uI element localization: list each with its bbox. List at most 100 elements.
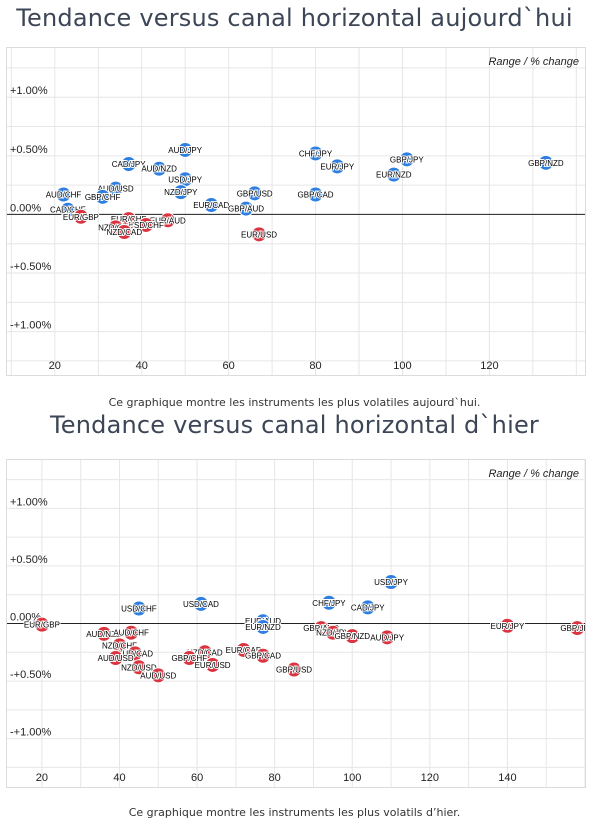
point-marker[interactable] bbox=[238, 200, 255, 217]
data-point-gbp-cad[interactable]: GBP/CAD bbox=[297, 186, 335, 203]
point-marker[interactable] bbox=[255, 618, 272, 635]
point-marker[interactable] bbox=[383, 574, 400, 591]
point-marker[interactable] bbox=[123, 624, 140, 641]
data-point-aud-usd[interactable]: AUD/USD bbox=[97, 180, 135, 197]
data-point-cad-jpy[interactable]: CAD/JPY bbox=[111, 156, 147, 173]
data-point-gbp-chf[interactable]: GBP/CHF bbox=[84, 188, 121, 205]
point-marker[interactable] bbox=[120, 156, 137, 173]
point-marker[interactable] bbox=[107, 650, 124, 667]
data-point-gbp-aud[interactable]: GBP/AUD bbox=[227, 200, 265, 217]
data-point-usd-jpy[interactable]: USD/JPY bbox=[373, 574, 410, 591]
point-marker[interactable] bbox=[251, 226, 268, 243]
data-point-eur-aud[interactable]: EUR/AUD bbox=[149, 212, 187, 229]
point-marker[interactable] bbox=[196, 644, 213, 661]
data-point-eur-nzd[interactable]: EUR/NZD bbox=[375, 166, 413, 183]
data-point-eur-jpy[interactable]: EUR/JPY bbox=[319, 158, 356, 175]
data-point-aud-usd[interactable]: AUD/USD bbox=[139, 667, 178, 684]
data-point-aud-jpy[interactable]: AUD/JPY bbox=[167, 141, 204, 158]
data-point-gbp-jpy[interactable]: GBP/JPY bbox=[559, 620, 589, 637]
point-marker[interactable] bbox=[130, 659, 147, 676]
x-tick-label: 100 bbox=[393, 360, 411, 372]
point-marker[interactable] bbox=[116, 224, 133, 241]
data-point-nzd-cad[interactable]: NZD/CAD bbox=[106, 224, 143, 241]
data-point-eur-gbp[interactable]: EUR/GBP bbox=[23, 616, 61, 633]
point-marker[interactable] bbox=[192, 595, 209, 612]
data-point-chf-jpy[interactable]: CHF/JPY bbox=[298, 145, 334, 162]
point-marker[interactable] bbox=[235, 641, 252, 658]
data-point-aud-nzd[interactable]: AUD/NZD bbox=[85, 625, 123, 642]
point-marker[interactable] bbox=[286, 661, 303, 678]
data-point-nzd-chf[interactable]: NZD/CHF bbox=[101, 637, 138, 654]
data-point-gbp-nzd[interactable]: GBP/NZD bbox=[333, 628, 371, 645]
point-marker[interactable] bbox=[107, 180, 124, 197]
data-point-usd-cad[interactable]: USD/CAD bbox=[182, 595, 220, 612]
data-point-eur-cad[interactable]: EUR/CAD bbox=[225, 641, 263, 658]
point-marker[interactable] bbox=[379, 629, 396, 646]
data-point-nzd-cad[interactable]: NZD/CAD bbox=[186, 644, 224, 661]
data-point-eur-cad[interactable]: EUR/CAD bbox=[192, 197, 230, 214]
point-marker[interactable] bbox=[246, 185, 263, 202]
point-marker[interactable] bbox=[94, 188, 111, 205]
point-label: NZD/JPY bbox=[164, 188, 198, 197]
data-point-gbp-usd[interactable]: GBP/USD bbox=[275, 661, 313, 678]
point-marker[interactable] bbox=[385, 166, 402, 183]
data-point-eur-chf[interactable]: EUR/CHF bbox=[110, 211, 148, 228]
data-point-usd-chf[interactable]: USD/CHF bbox=[120, 600, 158, 617]
data-point-cad-jpy[interactable]: CAD/JPY bbox=[350, 599, 386, 616]
data-point-eur-nzd[interactable]: EUR/NZD bbox=[244, 618, 282, 635]
point-marker[interactable] bbox=[151, 160, 168, 177]
data-point-aud-nzd[interactable]: AUD/NZD bbox=[140, 160, 178, 177]
point-marker[interactable] bbox=[359, 599, 376, 616]
point-label: CAD/CHF bbox=[50, 206, 86, 215]
point-marker[interactable] bbox=[172, 184, 189, 201]
data-point-aud-cad[interactable]: AUD/CAD bbox=[116, 645, 154, 662]
data-point-aud-jpy[interactable]: AUD/JPY bbox=[369, 629, 406, 646]
point-marker[interactable] bbox=[130, 600, 147, 617]
point-label: GBP/CHF bbox=[85, 193, 121, 202]
point-marker[interactable] bbox=[138, 216, 155, 233]
point-marker[interactable] bbox=[55, 186, 72, 203]
point-marker[interactable] bbox=[255, 647, 272, 664]
point-marker[interactable] bbox=[59, 201, 76, 218]
data-point-nzd-jpy[interactable]: NZD/JPY bbox=[315, 624, 351, 641]
data-point-eur-usd[interactable]: EUR/USD bbox=[240, 226, 278, 243]
data-point-gbp-jpy[interactable]: GBP/JPY bbox=[389, 151, 425, 168]
point-marker[interactable] bbox=[150, 667, 167, 684]
data-point-chf-jpy[interactable]: CHF/JPY bbox=[311, 594, 347, 611]
point-marker[interactable] bbox=[95, 625, 112, 642]
point-marker[interactable] bbox=[72, 208, 89, 225]
point-marker[interactable] bbox=[204, 656, 221, 673]
point-label: CAD/JPY bbox=[351, 603, 385, 612]
data-point-eur-usd[interactable]: EUR/USD bbox=[194, 656, 232, 673]
data-point-aud-usd[interactable]: AUD/USD bbox=[97, 650, 135, 667]
data-point-nzd-jpy[interactable]: NZD/JPY bbox=[163, 184, 199, 201]
point-marker[interactable] bbox=[307, 186, 324, 203]
point-marker[interactable] bbox=[499, 617, 516, 634]
point-marker[interactable] bbox=[33, 616, 50, 633]
data-point-aud-chf[interactable]: AUD/CHF bbox=[112, 624, 150, 641]
point-marker[interactable] bbox=[320, 594, 337, 611]
data-point-eur-jpy[interactable]: EUR/JPY bbox=[490, 617, 526, 634]
point-marker[interactable] bbox=[398, 151, 415, 168]
data-point-usd-chf[interactable]: USD/CHF bbox=[127, 216, 165, 233]
point-marker[interactable] bbox=[203, 197, 220, 214]
data-point-cad-chf[interactable]: CAD/CHF bbox=[49, 201, 87, 218]
point-marker[interactable] bbox=[537, 154, 554, 171]
point-marker[interactable] bbox=[177, 141, 194, 158]
data-point-aud-chf[interactable]: AUD/CHF bbox=[45, 186, 82, 203]
data-point-gbp-chf[interactable]: GBP/CHF bbox=[171, 650, 208, 667]
data-point-nzd-usd[interactable]: NZD/USD bbox=[120, 659, 158, 676]
point-marker[interactable] bbox=[159, 212, 176, 229]
data-point-gbp-cad[interactable]: GBP/CAD bbox=[244, 647, 282, 664]
data-point-gbp-nzd[interactable]: GBP/NZD bbox=[527, 154, 565, 171]
data-point-gbp-usd[interactable]: GBP/USD bbox=[236, 185, 274, 202]
point-marker[interactable] bbox=[344, 628, 361, 645]
point-marker[interactable] bbox=[329, 158, 346, 175]
data-point-usd-jpy[interactable]: USD/JPY bbox=[167, 171, 204, 188]
point-marker[interactable] bbox=[307, 145, 324, 162]
point-marker[interactable] bbox=[569, 620, 586, 637]
data-point-eur-gbp[interactable]: EUR/GBP bbox=[62, 208, 100, 225]
point-label: GBP/CAD bbox=[298, 191, 334, 200]
point-marker[interactable] bbox=[181, 650, 198, 667]
point-marker[interactable] bbox=[324, 624, 341, 641]
